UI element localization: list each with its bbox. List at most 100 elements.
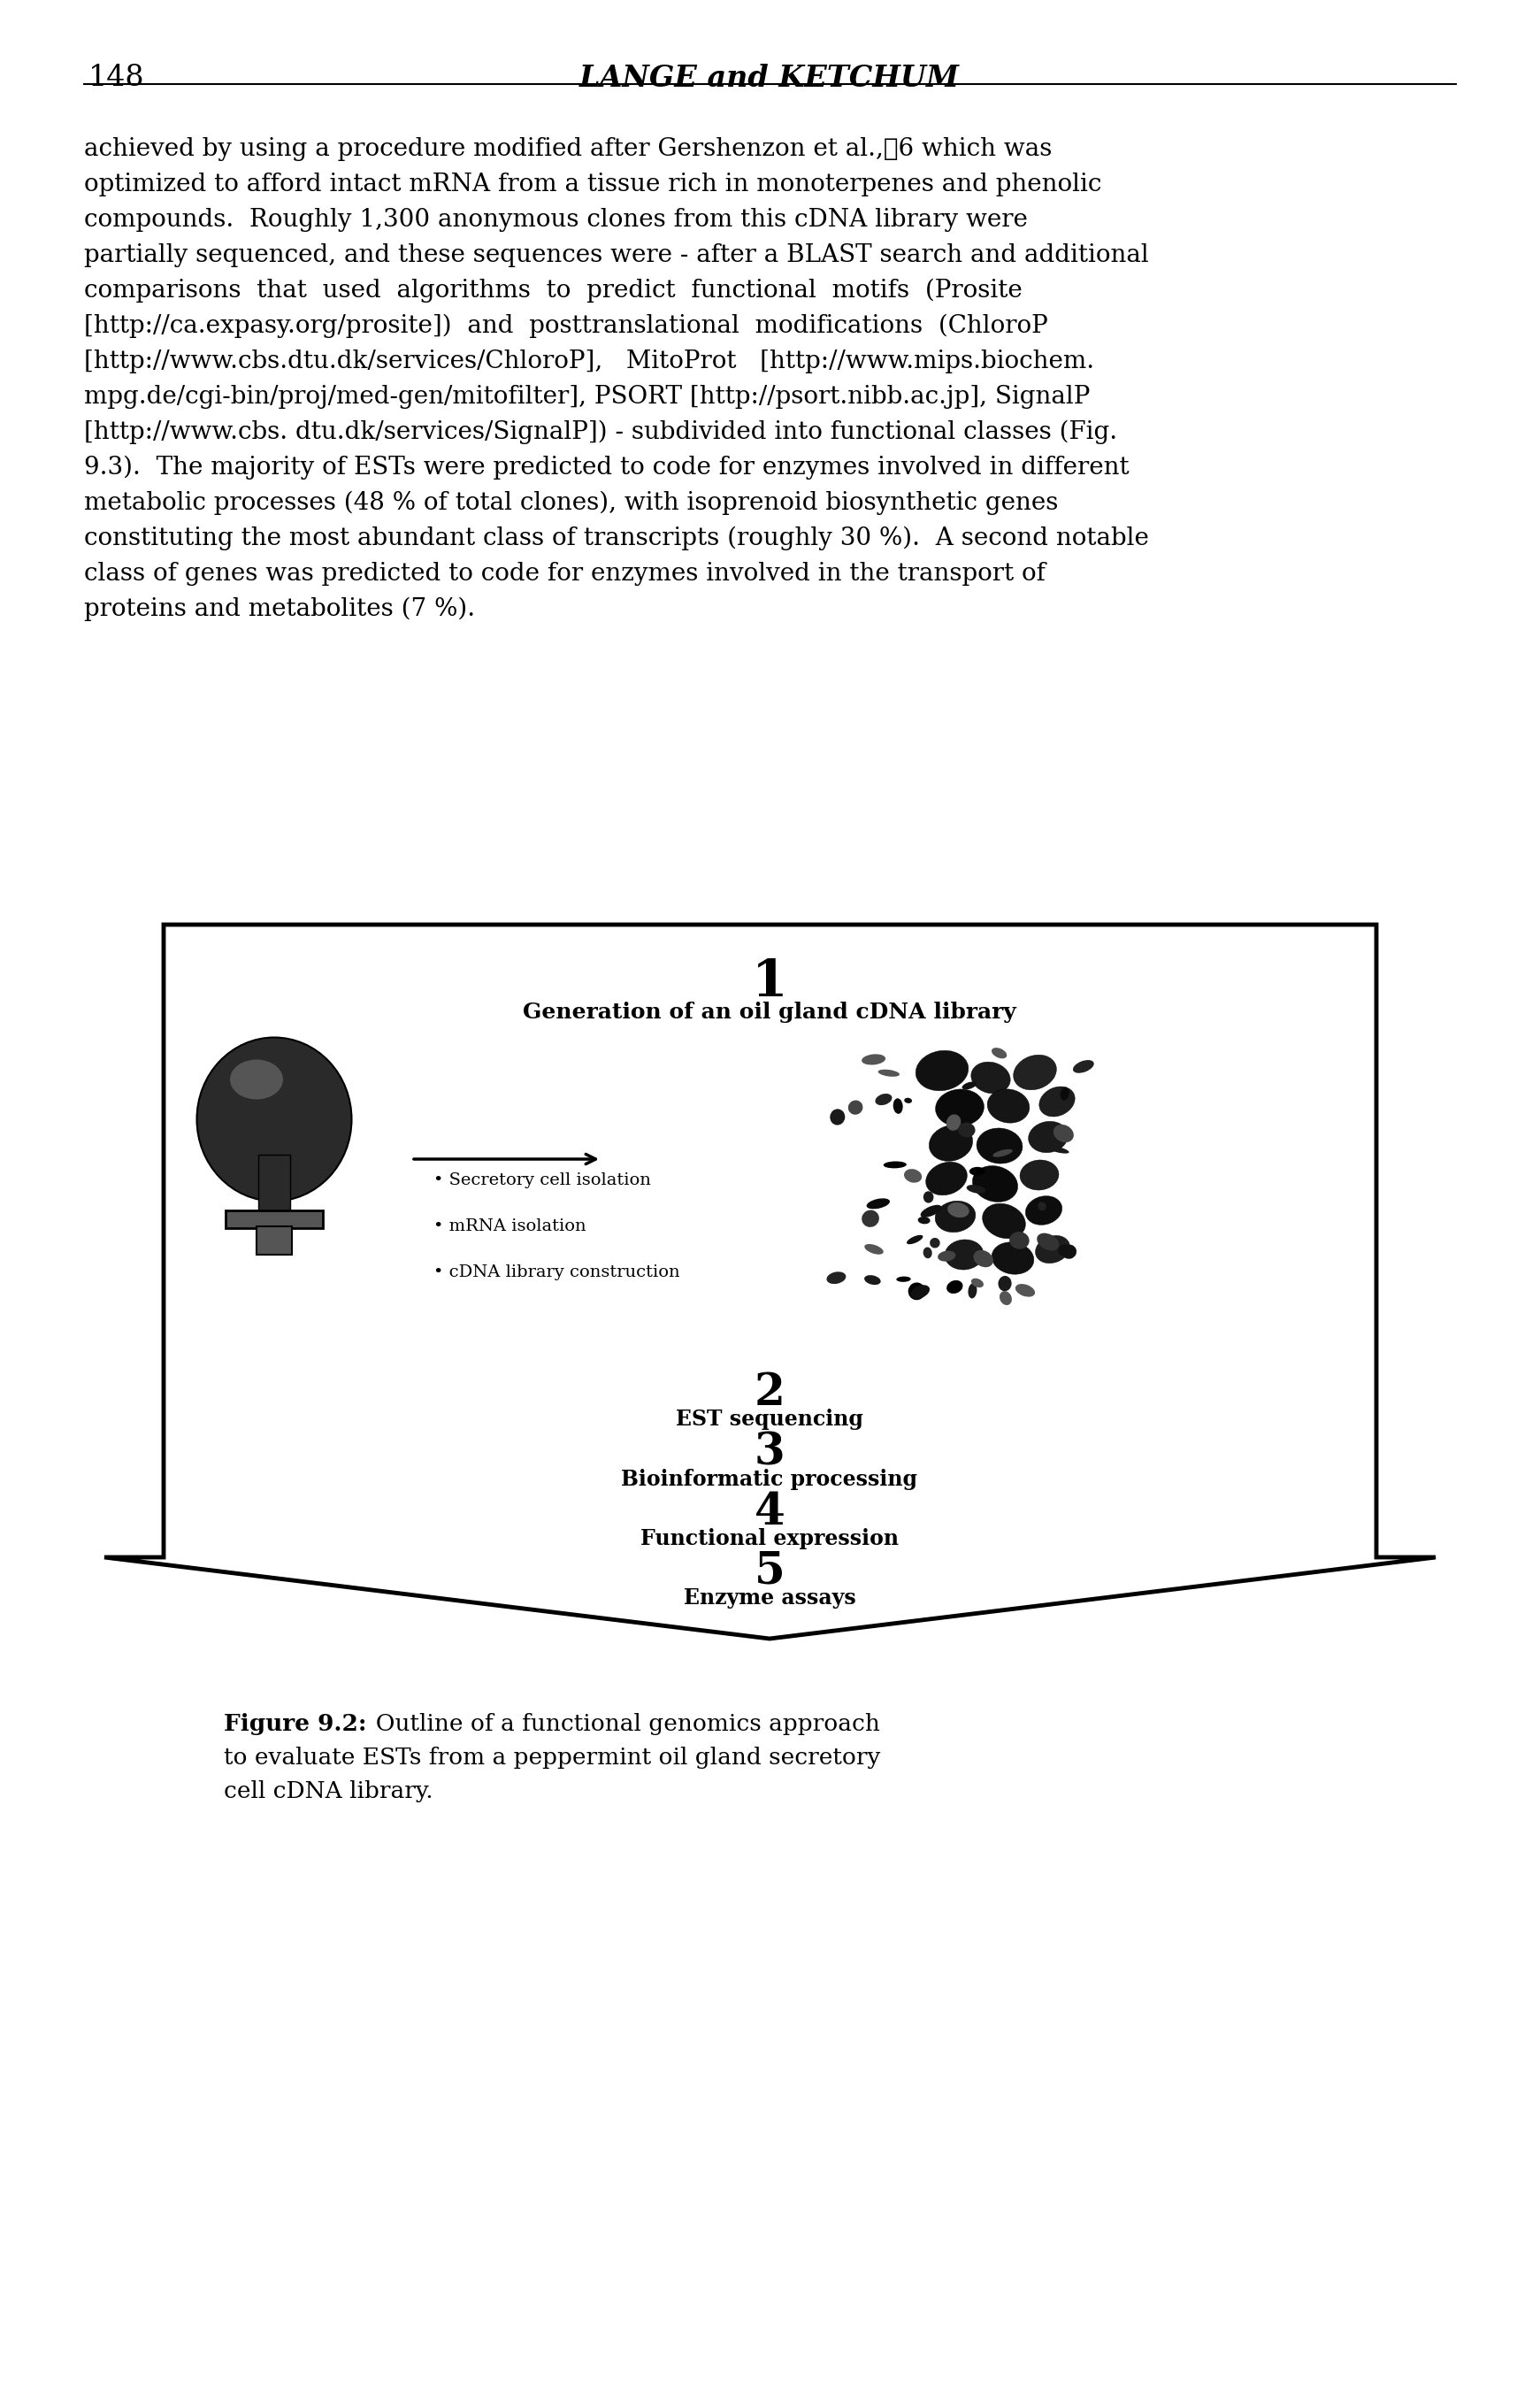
- Ellipse shape: [867, 1199, 890, 1209]
- Ellipse shape: [1019, 1161, 1060, 1190]
- Text: 4: 4: [755, 1491, 785, 1534]
- Ellipse shape: [922, 1247, 932, 1259]
- Ellipse shape: [935, 1089, 984, 1128]
- Ellipse shape: [992, 1049, 1007, 1058]
- Ellipse shape: [849, 1101, 862, 1116]
- Text: 9.3).  The majority of ESTs were predicted to code for enzymes involved in diffe: 9.3). The majority of ESTs were predicte…: [85, 456, 1129, 480]
- Ellipse shape: [1026, 1197, 1063, 1226]
- Ellipse shape: [1040, 1087, 1075, 1116]
- Ellipse shape: [864, 1276, 881, 1285]
- Ellipse shape: [1015, 1283, 1035, 1297]
- Ellipse shape: [999, 1290, 1012, 1304]
- Ellipse shape: [896, 1276, 910, 1283]
- Ellipse shape: [972, 1278, 984, 1288]
- Ellipse shape: [956, 1058, 967, 1070]
- Ellipse shape: [983, 1204, 1026, 1238]
- Ellipse shape: [910, 1285, 930, 1300]
- Ellipse shape: [1036, 1233, 1060, 1249]
- Text: Bioinformatic processing: Bioinformatic processing: [622, 1469, 918, 1491]
- Ellipse shape: [972, 1061, 1010, 1094]
- Ellipse shape: [1060, 1087, 1069, 1101]
- Ellipse shape: [875, 1094, 892, 1106]
- Ellipse shape: [909, 1283, 926, 1300]
- Text: Outline of a functional genomics approach: Outline of a functional genomics approac…: [360, 1713, 879, 1734]
- Ellipse shape: [947, 1113, 961, 1130]
- Ellipse shape: [197, 1037, 351, 1202]
- Ellipse shape: [878, 1070, 899, 1077]
- Text: compounds.  Roughly 1,300 anonymous clones from this cDNA library were: compounds. Roughly 1,300 anonymous clone…: [85, 208, 1027, 232]
- Ellipse shape: [864, 1245, 884, 1254]
- Ellipse shape: [919, 1063, 930, 1077]
- Ellipse shape: [993, 1149, 1013, 1156]
- Text: 2: 2: [755, 1371, 785, 1414]
- FancyBboxPatch shape: [225, 1211, 323, 1228]
- Ellipse shape: [1035, 1235, 1070, 1264]
- Text: partially sequenced, and these sequences were - after a BLAST search and additio: partially sequenced, and these sequences…: [85, 244, 1149, 268]
- Ellipse shape: [921, 1204, 941, 1218]
- Ellipse shape: [1013, 1056, 1056, 1089]
- Polygon shape: [105, 925, 1435, 1639]
- Ellipse shape: [998, 1276, 1012, 1290]
- Text: LANGE and KETCHUM: LANGE and KETCHUM: [579, 65, 959, 93]
- Ellipse shape: [862, 1211, 879, 1228]
- Ellipse shape: [972, 1166, 1018, 1202]
- Ellipse shape: [830, 1108, 845, 1125]
- Ellipse shape: [924, 1192, 933, 1204]
- Ellipse shape: [969, 1283, 976, 1300]
- Ellipse shape: [862, 1054, 885, 1065]
- Ellipse shape: [935, 1202, 975, 1233]
- Ellipse shape: [926, 1161, 967, 1194]
- Ellipse shape: [1058, 1245, 1070, 1257]
- Ellipse shape: [976, 1128, 1023, 1163]
- Ellipse shape: [907, 1235, 922, 1245]
- Ellipse shape: [973, 1249, 993, 1266]
- Ellipse shape: [947, 1202, 969, 1218]
- Text: Functional expression: Functional expression: [641, 1529, 899, 1550]
- Text: 1: 1: [752, 958, 787, 1006]
- Text: constituting the most abundant class of transcripts (roughly 30 %).  A second no: constituting the most abundant class of …: [85, 526, 1149, 552]
- Ellipse shape: [947, 1281, 962, 1292]
- Text: metabolic processes (48 % of total clones), with isoprenoid biosynthetic genes: metabolic processes (48 % of total clone…: [85, 492, 1058, 516]
- Ellipse shape: [916, 1051, 969, 1092]
- Ellipse shape: [904, 1099, 912, 1104]
- FancyBboxPatch shape: [259, 1154, 290, 1211]
- Text: to evaluate ESTs from a peppermint oil gland secretory: to evaluate ESTs from a peppermint oil g…: [223, 1746, 881, 1768]
- Ellipse shape: [1061, 1245, 1076, 1259]
- Ellipse shape: [1029, 1120, 1067, 1151]
- Text: • cDNA library construction: • cDNA library construction: [433, 1264, 679, 1281]
- Text: Generation of an oil gland cDNA library: Generation of an oil gland cDNA library: [524, 1001, 1016, 1022]
- Ellipse shape: [904, 1168, 922, 1183]
- Text: 148: 148: [88, 65, 145, 93]
- Text: mpg.de/cgi-bin/proj/med-gen/mitofilter], PSORT [http://psort.nibb.ac.jp], Signal: mpg.de/cgi-bin/proj/med-gen/mitofilter],…: [85, 385, 1090, 409]
- Ellipse shape: [967, 1185, 986, 1194]
- Text: proteins and metabolites (7 %).: proteins and metabolites (7 %).: [85, 597, 476, 621]
- Ellipse shape: [884, 1161, 907, 1168]
- Text: • mRNA isolation: • mRNA isolation: [433, 1218, 587, 1235]
- Ellipse shape: [1073, 1061, 1093, 1073]
- Ellipse shape: [827, 1271, 845, 1283]
- Ellipse shape: [929, 1125, 973, 1161]
- Ellipse shape: [992, 1242, 1033, 1273]
- Text: [http://www.cbs. dtu.dk/services/SignalP]) - subdivided into functional classes : [http://www.cbs. dtu.dk/services/SignalP…: [85, 420, 1118, 444]
- Text: optimized to afford intact mRNA from a tissue rich in monoterpenes and phenolic: optimized to afford intact mRNA from a t…: [85, 172, 1101, 196]
- Ellipse shape: [930, 1238, 939, 1247]
- Text: achieved by using a procedure modified after Gershenzon et al.,6 which was: achieved by using a procedure modified a…: [85, 136, 1052, 160]
- Ellipse shape: [918, 1216, 930, 1223]
- Text: class of genes was predicted to code for enzymes involved in the transport of: class of genes was predicted to code for…: [85, 561, 1046, 585]
- Text: cell cDNA library.: cell cDNA library.: [223, 1780, 433, 1801]
- Text: [http://www.cbs.dtu.dk/services/ChloroP],   MitoProt   [http://www.mips.biochem.: [http://www.cbs.dtu.dk/services/ChloroP]…: [85, 349, 1095, 373]
- Ellipse shape: [1047, 1147, 1069, 1154]
- Ellipse shape: [893, 1099, 902, 1113]
- Ellipse shape: [229, 1061, 283, 1099]
- FancyBboxPatch shape: [257, 1226, 293, 1254]
- Text: Enzyme assays: Enzyme assays: [684, 1586, 856, 1608]
- FancyBboxPatch shape: [822, 1039, 1096, 1314]
- Ellipse shape: [958, 1123, 975, 1137]
- Ellipse shape: [938, 1252, 956, 1261]
- Ellipse shape: [987, 1089, 1030, 1123]
- Ellipse shape: [1009, 1233, 1029, 1249]
- Text: EST sequencing: EST sequencing: [676, 1410, 864, 1431]
- Text: • Secretory cell isolation: • Secretory cell isolation: [433, 1173, 651, 1187]
- Text: [http://ca.expasy.org/prosite])  and  posttranslational  modifications  (ChloroP: [http://ca.expasy.org/prosite]) and post…: [85, 313, 1047, 339]
- Text: 5: 5: [755, 1550, 785, 1593]
